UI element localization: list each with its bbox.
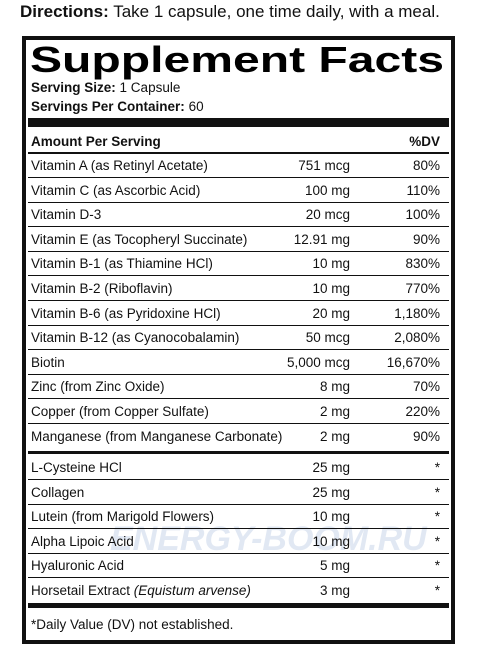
servings-value: 60 [188,99,204,114]
row-name: Lutein (from Marigold Flowers) [31,509,215,525]
row-name: Vitamin C (as Ascorbic Acid) [31,182,201,198]
row-dv: * [434,509,440,525]
row-dv: 90% [412,428,440,444]
row-rule [28,201,449,203]
row-amount: 12.91 mg [293,231,350,247]
row-dv: 830% [405,256,440,272]
row-name: Hyaluronic Acid [31,558,125,574]
title-svg: Supplement Facts [30,40,444,80]
row-amount: 2 mg [319,428,350,444]
row-name: Vitamin D-3 [31,207,102,223]
row-name-italic: (Equistum arvense) [133,583,251,598]
row-name: Collagen [31,484,85,500]
row-name: Vitamin B-1 (as Thiamine HCl) [31,256,213,272]
row-amount: 10 mg [312,509,350,525]
servings-per-container: Servings Per Container: 60 [31,99,204,114]
servings-label: Servings Per Container: [31,99,185,114]
row-amount: 100 mg [304,182,350,198]
row-dv: 70% [412,379,440,395]
row-rule [28,324,449,326]
row-rule [28,275,449,277]
watermark: ENERGY-BOOM.RU [110,520,427,558]
row-rule [28,226,449,228]
row-amount: 20 mg [312,305,350,321]
row-rule [28,373,449,375]
row-name: Zinc (from Zinc Oxide) [31,379,165,395]
row-dv: * [434,558,440,574]
row-amount: 5 mg [319,558,350,574]
row-name: Vitamin A (as Retinyl Acetate) [31,158,208,173]
row-rule [28,552,449,554]
row-name: Vitamin B-6 (as Pyridoxine HCl) [31,305,221,321]
title: Supplement Facts [30,40,444,80]
row-amount: 10 mg [312,281,350,296]
header-rule [28,152,449,154]
row-rule [28,479,449,480]
row-amount: 2 mg [319,404,350,419]
row-rule [28,577,449,579]
row-dv: * [434,583,440,598]
row-amount: 20 mcg [305,207,350,223]
serving-size: Serving Size: 1 Capsule [31,80,180,95]
row-amount: 50 mcg [305,330,350,346]
row-dv: 16,670% [386,354,440,370]
row-dv: 110% [406,182,440,198]
row-dv: 220% [405,404,440,419]
directions-text: Take 1 capsule, one time daily, with a m… [113,2,440,21]
row-name: Vitamin B-2 (Riboflavin) [31,281,173,296]
row-rule [28,423,449,424]
header-dv: %DV [409,134,440,149]
bottom-rule [28,603,449,608]
row-amount: 8 mg [319,379,350,395]
row-dv: * [434,460,440,475]
row-rule [28,503,449,505]
footnote: *Daily Value (DV) not established. [31,617,234,632]
row-rule [28,349,449,351]
row-name: Biotin [31,354,65,370]
serving-size-label: Serving Size: [31,80,116,95]
row-amount: 25 mg [312,460,350,475]
row-dv: 770% [405,281,440,296]
row-dv: 90% [412,231,440,247]
row-amount: 10 mg [312,533,350,549]
row-rule [28,398,449,400]
row-amount: 5,000 mcg [286,354,350,370]
row-dv: 2,080% [394,330,440,346]
row-rule [28,528,449,530]
directions: Directions: Take 1 capsule, one time dai… [20,2,440,22]
row-rule [28,250,449,252]
row-name: Vitamin E (as Tocopheryl Succinate) [31,231,248,247]
row-name: Horsetail Extract (Equistum arvense) [31,583,251,598]
row-name: L-Cysteine HCl [31,460,122,475]
header-amount: Amount Per Serving [31,134,161,149]
thick-rule [28,118,449,127]
row-dv: * [434,533,440,549]
row-name: Copper (from Copper Sulfate) [31,404,209,419]
serving-size-value: 1 Capsule [119,80,181,95]
row-dv: * [434,484,440,500]
facts-panel [22,36,455,644]
row-amount: 10 mg [312,256,350,272]
section-rule [28,451,449,454]
row-dv: 100% [405,207,440,223]
row-rule [28,300,449,301]
row-dv: 80% [412,158,440,173]
row-amount: 751 mcg [298,158,350,173]
row-name: Manganese (from Manganese Carbonate) [31,428,283,444]
row-name: Vitamin B-12 (as Cyanocobalamin) [31,330,240,346]
row-amount: 3 mg [319,583,350,598]
row-dv: 1,180% [394,305,440,321]
row-name: Alpha Lipoic Acid [31,533,134,549]
row-amount: 25 mg [312,484,350,500]
row-rule [28,177,449,178]
directions-label: Directions: [20,2,109,21]
